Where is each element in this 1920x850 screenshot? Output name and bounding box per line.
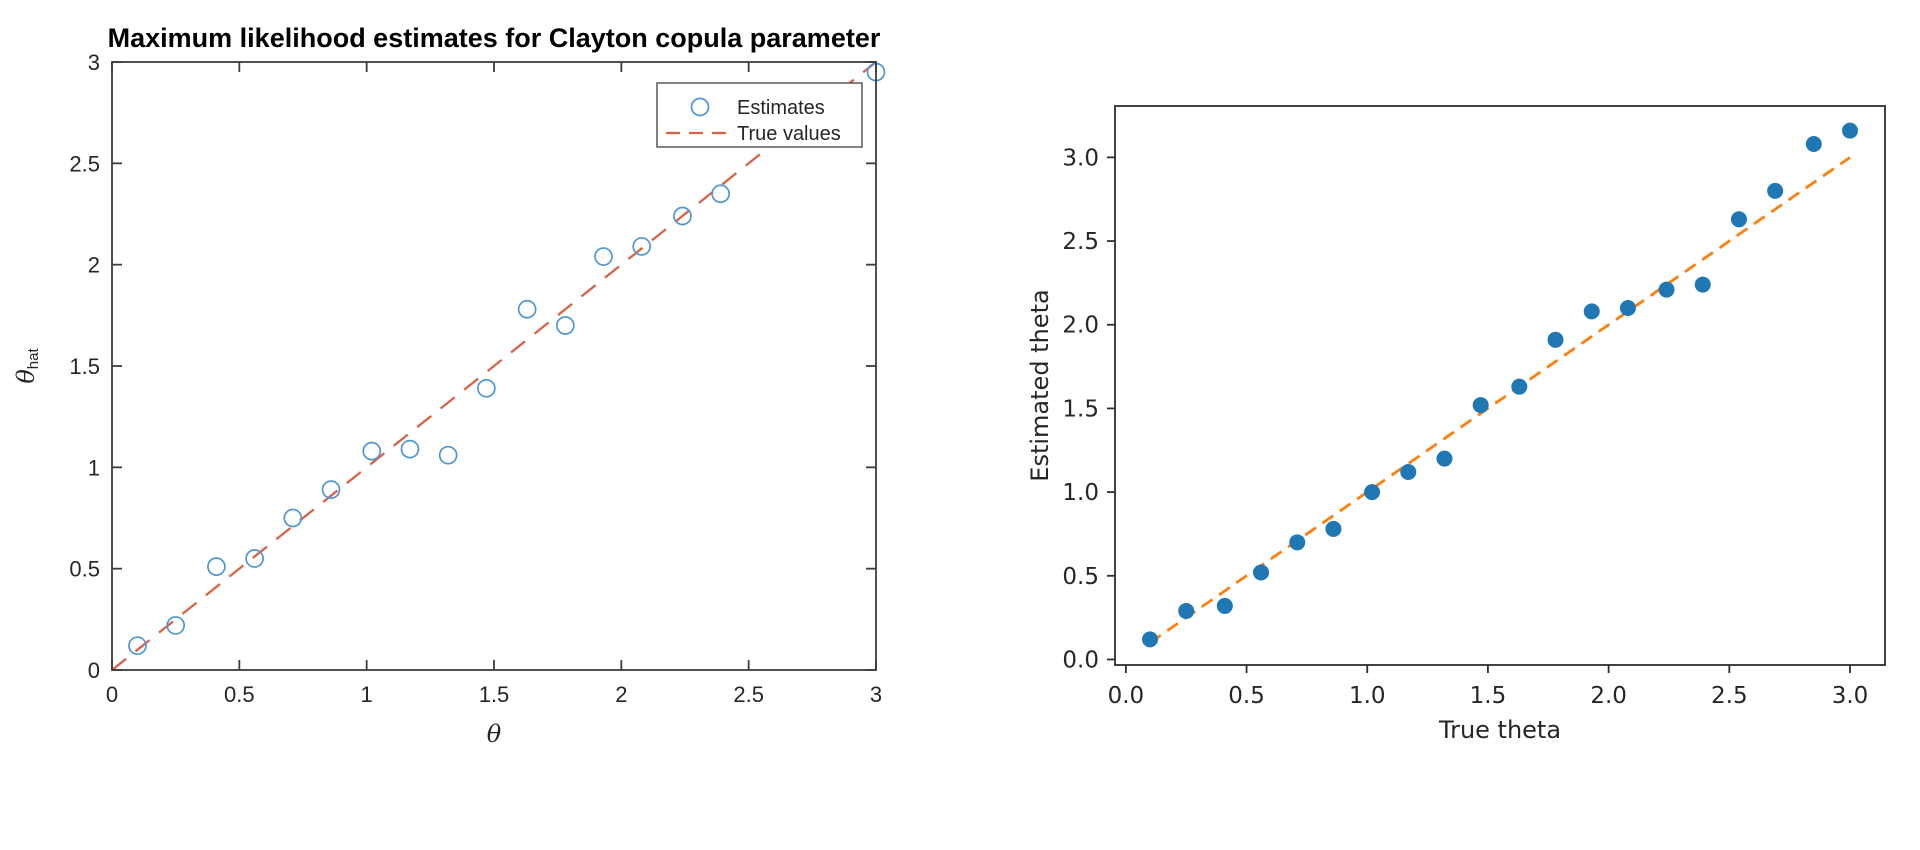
y-tick-label: 2 xyxy=(88,253,100,278)
data-point xyxy=(632,237,652,256)
left-chart-clayton-copula: 0 0.5 1 1.5 2 2.5 3 0 0.5 1 1.5 2 2.5 3 Maximum likeli… xyxy=(12,23,886,748)
data-point xyxy=(1511,378,1528,395)
x-axis-label: θ xyxy=(487,720,502,748)
y-tick-label: 2.5 xyxy=(69,151,100,176)
x-tick-label: 0.5 xyxy=(1228,683,1265,709)
data-point xyxy=(283,508,303,528)
legend-label: Estimates xyxy=(737,97,825,119)
data-point xyxy=(245,549,264,568)
data-point xyxy=(362,441,382,461)
data-point xyxy=(1400,464,1417,481)
data-point xyxy=(555,316,575,335)
data-point xyxy=(1253,564,1270,581)
data-point xyxy=(1547,331,1564,348)
x-axis-label: True theta xyxy=(1438,716,1561,744)
y-tick-label: 3.0 xyxy=(1062,145,1099,171)
y-tick-label: 1.0 xyxy=(1062,480,1099,506)
data-point xyxy=(594,247,613,266)
data-point xyxy=(1178,602,1195,619)
data-point xyxy=(1805,135,1822,152)
data-point xyxy=(321,480,341,499)
data-point xyxy=(166,616,186,635)
x-tick-label: 1.5 xyxy=(1470,683,1507,709)
data-point xyxy=(477,378,496,398)
y-tick-label: 0.5 xyxy=(69,557,100,582)
y-axis-label: Estimated theta xyxy=(1026,289,1054,481)
data-point xyxy=(1472,397,1489,414)
y-tick-label: 2.0 xyxy=(1062,313,1099,339)
data-point xyxy=(400,439,420,459)
data-point xyxy=(1289,534,1306,551)
data-point xyxy=(1216,597,1233,614)
y-tick-label: 0.0 xyxy=(1062,647,1099,673)
y-tick-label: 2.5 xyxy=(1062,229,1099,255)
x-tick-label: 2.0 xyxy=(1590,683,1627,709)
data-point xyxy=(517,299,537,319)
true-values-line xyxy=(1149,156,1851,644)
x-tick-label: 2 xyxy=(615,682,627,707)
data-point xyxy=(1436,450,1453,467)
data-point xyxy=(1694,276,1711,293)
y-tick-label: 0.5 xyxy=(1062,564,1099,590)
x-tick-label: 2.5 xyxy=(733,682,764,707)
data-point xyxy=(207,557,226,576)
data-point xyxy=(438,445,458,465)
true-values-line xyxy=(111,61,877,671)
data-point xyxy=(1619,300,1636,317)
y-axis-label: θhat xyxy=(12,348,42,384)
data-point xyxy=(1767,182,1784,199)
y-tick-label: 1.5 xyxy=(69,354,100,379)
chart-title: Maximum likelihood estimates for Clayton… xyxy=(108,23,881,53)
axis-spines xyxy=(1114,105,1886,666)
x-tick-label: 1.5 xyxy=(479,682,510,707)
legend-label: True values xyxy=(737,123,841,145)
data-point xyxy=(1142,631,1158,648)
y-tick-label: 1 xyxy=(88,455,100,480)
x-tick-label: 3.0 xyxy=(1832,683,1869,709)
x-tick-label: 0.0 xyxy=(1108,683,1145,709)
data-point xyxy=(1364,484,1381,501)
x-tick-label: 0 xyxy=(106,682,118,707)
data-point xyxy=(1842,122,1858,139)
x-tick-label: 1.0 xyxy=(1349,683,1386,709)
x-tick-label: 3 xyxy=(870,682,882,707)
data-point xyxy=(1583,303,1600,320)
y-tick-label: 3 xyxy=(88,50,100,75)
data-point xyxy=(128,636,147,656)
legend-box xyxy=(656,82,863,148)
right-chart-estimated-theta: 0.0 0.5 1.0 1.5 2.0 2.5 3.0 0.0 0.5 1.0 1.5 2.0 2.5 3… xyxy=(1026,105,1886,744)
data-point xyxy=(673,206,692,226)
data-point xyxy=(1325,520,1342,537)
y-tick-label: 1.5 xyxy=(1062,396,1099,422)
x-tick-label: 1 xyxy=(361,682,373,707)
x-tick-label: 0.5 xyxy=(224,682,255,707)
data-point xyxy=(711,184,731,204)
legend-marker-circle xyxy=(690,97,710,117)
x-tick-label: 2.5 xyxy=(1711,683,1748,709)
data-point xyxy=(1730,211,1747,228)
y-tick-label: 0 xyxy=(88,658,100,683)
data-point xyxy=(1658,281,1675,298)
